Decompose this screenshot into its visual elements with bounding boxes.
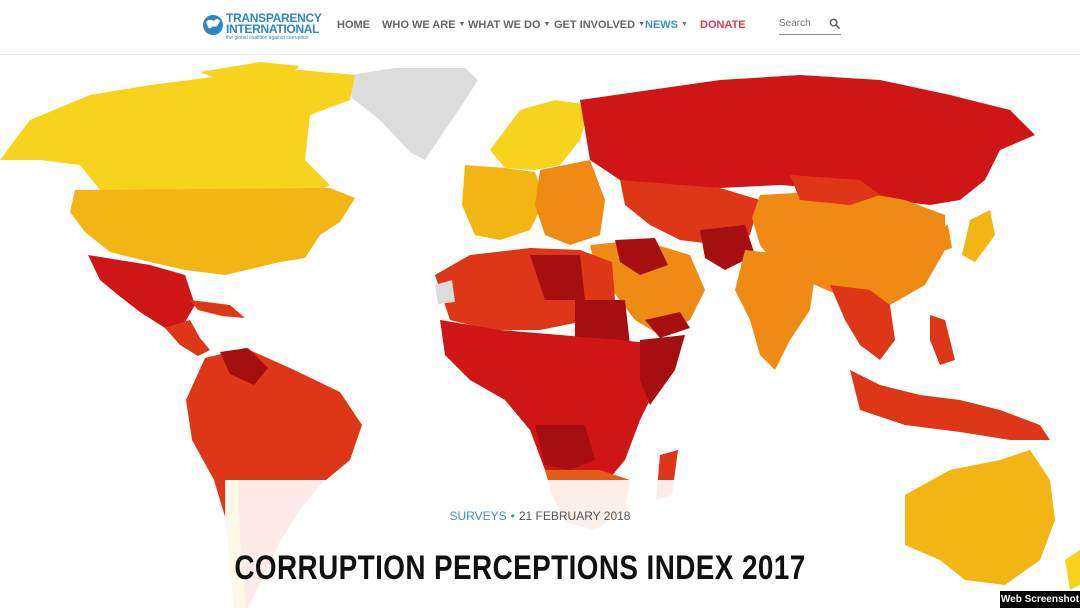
search-icon[interactable] bbox=[829, 18, 840, 29]
map-region-australia bbox=[905, 450, 1055, 585]
map-region-mexico bbox=[88, 255, 195, 328]
map-region-yemen bbox=[645, 312, 690, 338]
map-region-india bbox=[735, 250, 815, 370]
nav-home-label: HOME bbox=[337, 19, 370, 31]
map-region-southeast-asia bbox=[830, 285, 895, 360]
map-region-new-zealand bbox=[1065, 550, 1080, 590]
category-link[interactable]: SURVEYS bbox=[449, 509, 507, 523]
search-box bbox=[779, 15, 841, 35]
map-region-eastern-europe bbox=[535, 160, 605, 245]
map-region-afghanistan bbox=[700, 225, 755, 270]
map-region-horn-of-africa bbox=[640, 335, 685, 405]
site-header: TRANSPARENCY INTERNATIONAL the global co… bbox=[0, 0, 1080, 55]
map-region-libya bbox=[530, 255, 585, 300]
map-region-usa bbox=[70, 188, 355, 275]
world-corruption-map bbox=[0, 62, 1080, 608]
hero-overlay bbox=[225, 480, 870, 608]
map-region-central-africa bbox=[440, 320, 665, 495]
transparency-international-logo[interactable]: TRANSPARENCY INTERNATIONAL the global co… bbox=[201, 12, 322, 42]
article-meta: SURVEYS • 21 FEBRUARY 2018 bbox=[0, 508, 1080, 524]
map-region-philippines bbox=[930, 315, 955, 365]
map-region-central-america bbox=[165, 320, 210, 356]
map-region-canada bbox=[0, 70, 355, 200]
meta-separator: • bbox=[510, 509, 515, 523]
caret-down-icon: ▼ bbox=[458, 21, 466, 28]
map-region-canada-islands bbox=[200, 62, 300, 88]
map-region-western-europe bbox=[462, 165, 545, 240]
map-region-japan bbox=[962, 210, 995, 262]
nav-home[interactable]: HOME bbox=[337, 18, 370, 32]
caret-down-icon: ▼ bbox=[543, 21, 551, 28]
map-region-angola bbox=[535, 425, 595, 470]
map-region-scandinavia bbox=[490, 100, 590, 170]
nav-donate-label: DONATE bbox=[700, 19, 746, 31]
caret-down-icon: ▼ bbox=[681, 21, 688, 28]
nav-news-label: NEWS bbox=[645, 19, 678, 31]
map-region-western-sahara bbox=[435, 280, 455, 304]
nav-get-involved-label: GET INVOLVED bbox=[554, 19, 636, 31]
publish-date: 21 FEBRUARY 2018 bbox=[518, 509, 631, 523]
nav-what-we-do-label: WHAT WE DO bbox=[468, 19, 541, 31]
caret-down-icon: ▼ bbox=[638, 21, 646, 28]
search-input[interactable] bbox=[779, 16, 825, 32]
map-region-middle-east bbox=[590, 240, 705, 335]
map-region-korea bbox=[935, 225, 952, 252]
nav-who-we-are[interactable]: WHO WE ARE ▼ bbox=[382, 18, 465, 32]
globe-logo-icon bbox=[202, 14, 224, 36]
map-region-mongolia bbox=[790, 175, 880, 205]
map-region-venezuela bbox=[220, 348, 268, 385]
map-region-caribbean bbox=[190, 300, 245, 318]
map-region-greenland bbox=[350, 68, 478, 160]
map-region-indonesia bbox=[850, 370, 1050, 440]
nav-get-involved[interactable]: GET INVOLVED ▼ bbox=[554, 18, 645, 32]
nav-who-we-are-label: WHO WE ARE bbox=[382, 19, 456, 31]
logo-tagline: the global coalition against corruption bbox=[226, 35, 309, 41]
web-screenshot-watermark: Web Screenshot bbox=[1000, 591, 1080, 608]
nav-what-we-do[interactable]: WHAT WE DO ▼ bbox=[468, 18, 550, 32]
logo-wordmark: TRANSPARENCY INTERNATIONAL bbox=[226, 11, 322, 36]
map-region-russia bbox=[580, 75, 1035, 205]
nav-news[interactable]: NEWS ▼ bbox=[645, 18, 688, 32]
map-region-iraq-syria bbox=[615, 238, 668, 275]
page-title: CORRUPTION PERCEPTIONS INDEX 2017 bbox=[234, 549, 806, 587]
nav-donate[interactable]: DONATE bbox=[700, 18, 746, 32]
